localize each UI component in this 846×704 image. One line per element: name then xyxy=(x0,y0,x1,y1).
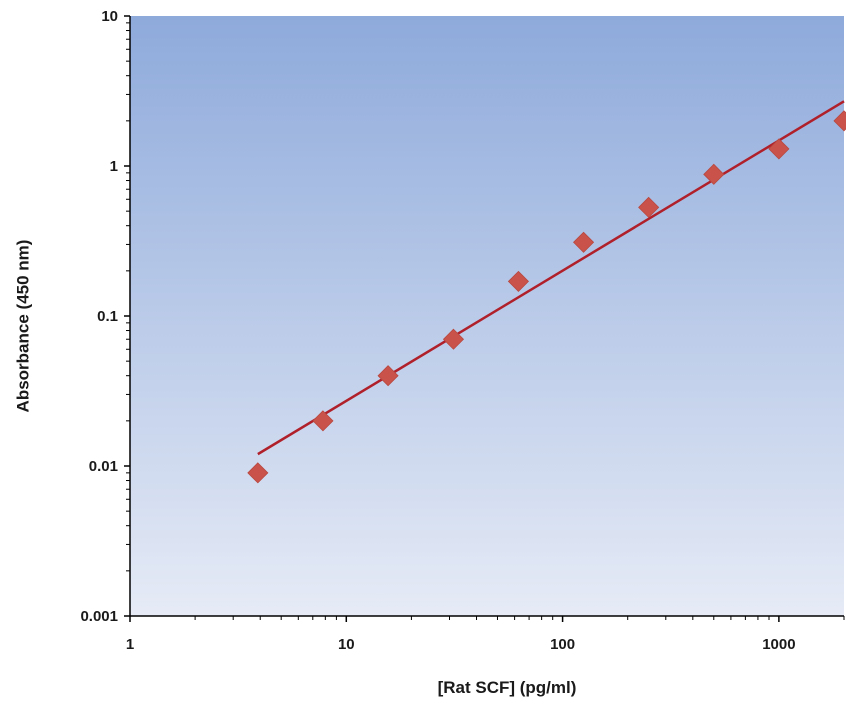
x-tick-label: 100 xyxy=(550,636,575,653)
y-axis-title: Absorbance (450 nm) xyxy=(13,240,32,413)
data-point xyxy=(312,410,334,432)
axes: 0.001 0.01 0.1 1 10 1 10 100 1000 xyxy=(80,8,845,653)
fit-line xyxy=(257,100,845,456)
y-tick-label: 10 xyxy=(101,8,118,25)
x-tick-label: 10 xyxy=(338,636,355,653)
data-point xyxy=(572,231,595,253)
x-tick-label: 1000 xyxy=(762,636,795,653)
data-point xyxy=(377,365,399,387)
data-point xyxy=(442,328,465,350)
y-tick-label: 1 xyxy=(110,158,118,175)
fit-line-layer xyxy=(257,100,845,456)
x-axis-title: [Rat SCF] (pg/ml) xyxy=(438,678,577,697)
data-point xyxy=(833,110,846,132)
y-tick-label: 0.001 xyxy=(80,608,118,625)
x-tick-label: 1 xyxy=(126,636,134,653)
data-point xyxy=(768,138,790,160)
y-tick-label: 0.01 xyxy=(89,458,118,475)
data-points-layer xyxy=(247,110,846,484)
data-point xyxy=(507,270,530,292)
data-point xyxy=(703,163,725,185)
data-point xyxy=(247,462,269,484)
data-point xyxy=(638,196,660,218)
y-tick-label: 0.1 xyxy=(97,308,118,325)
